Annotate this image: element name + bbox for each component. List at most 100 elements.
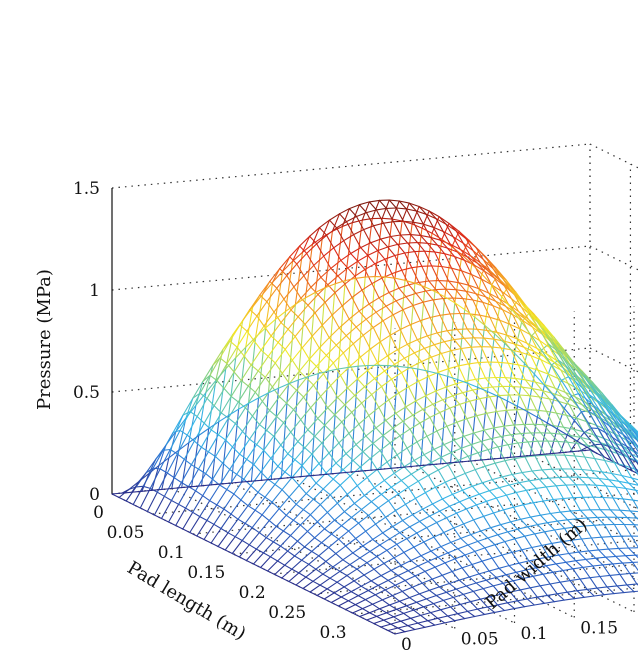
mesh-line [383, 616, 395, 621]
mesh-line [543, 384, 555, 398]
mesh-line [357, 364, 369, 367]
mesh-line [492, 305, 504, 311]
mesh-line [374, 377, 383, 388]
mesh-line [475, 246, 484, 260]
mesh-line [501, 554, 510, 567]
mesh-line [405, 400, 417, 408]
mesh-line [349, 557, 361, 566]
mesh-line [584, 375, 596, 388]
mesh-line [217, 545, 226, 551]
mesh-line [397, 365, 409, 368]
mesh-line [331, 431, 340, 444]
mesh-line [268, 508, 280, 522]
mesh-line [310, 276, 322, 288]
mesh-line [427, 469, 439, 476]
mesh-line [377, 500, 390, 509]
mesh-line [549, 336, 561, 352]
mesh-line [321, 442, 330, 454]
mesh-line [249, 438, 258, 446]
mesh-line [559, 510, 571, 513]
mesh-line [417, 620, 429, 624]
mesh-line [468, 497, 478, 506]
mesh-line [159, 468, 168, 474]
mesh-line [470, 440, 482, 446]
mesh-line [593, 444, 605, 458]
mesh-line [490, 524, 502, 529]
mesh-line [412, 508, 424, 516]
mesh-line [146, 491, 158, 513]
mesh-line [606, 516, 615, 526]
mesh-line [551, 392, 563, 398]
mesh-line [373, 562, 385, 570]
mesh-line [517, 442, 526, 458]
mesh-line [378, 406, 387, 421]
mesh-line [409, 324, 418, 341]
mesh-line [569, 580, 578, 592]
mesh-line [602, 563, 614, 566]
mesh-line [565, 561, 574, 570]
mesh-line [445, 288, 457, 291]
mesh-line [498, 567, 507, 576]
mesh-line [619, 509, 631, 512]
mesh-line [489, 316, 498, 333]
mesh-line [503, 425, 512, 436]
mesh-line [413, 352, 423, 363]
mesh-line [538, 396, 548, 412]
mesh-line [274, 310, 287, 320]
mesh-line [467, 455, 476, 471]
mesh-line [288, 383, 298, 391]
mesh-line [291, 359, 300, 372]
mesh-line [450, 606, 459, 615]
mesh-line [414, 497, 424, 510]
mesh-line [550, 364, 562, 381]
mesh-line [430, 550, 439, 558]
mesh-line [419, 320, 428, 337]
mesh-line [281, 476, 293, 491]
mesh-line [633, 524, 638, 526]
mesh-line [363, 568, 375, 576]
mesh-line [494, 544, 503, 556]
mesh-line [241, 430, 251, 440]
mesh-line [525, 304, 537, 321]
mesh-line [460, 447, 469, 457]
mesh-line [265, 537, 274, 543]
mesh-line [324, 301, 333, 316]
mesh-line [538, 556, 550, 560]
mesh-line [408, 281, 420, 286]
mesh-line [363, 574, 372, 582]
mesh-line [431, 265, 440, 282]
mesh-line [417, 560, 429, 567]
mesh-line [278, 383, 290, 398]
mesh-line [522, 577, 531, 589]
mesh-line [227, 518, 239, 534]
mesh-line [393, 612, 405, 618]
mesh-line [551, 468, 560, 479]
mesh-line [529, 514, 542, 518]
mesh-line [467, 363, 477, 380]
mesh-line [458, 579, 467, 587]
mesh-line [354, 394, 363, 404]
mesh-line [623, 434, 635, 451]
mesh-line [460, 537, 469, 546]
mesh-line [351, 204, 360, 224]
mesh-line [513, 343, 522, 353]
mesh-line [128, 480, 140, 490]
mesh-line [432, 403, 441, 414]
mesh-line [565, 414, 575, 430]
mesh-line [246, 458, 255, 466]
mesh-line [354, 276, 366, 279]
mesh-line [348, 318, 357, 328]
mesh-line [598, 477, 607, 487]
mesh-line [389, 435, 401, 444]
mesh-line [288, 580, 297, 586]
mesh-line [411, 586, 420, 595]
mesh-line [319, 584, 328, 590]
mesh-line [599, 574, 611, 578]
mesh-line [485, 576, 497, 581]
mesh-line [573, 362, 585, 378]
mesh-line [393, 357, 405, 365]
mesh-line [213, 405, 222, 414]
mesh-line [408, 597, 418, 603]
mesh-line [409, 234, 419, 244]
mesh-line [457, 363, 469, 367]
